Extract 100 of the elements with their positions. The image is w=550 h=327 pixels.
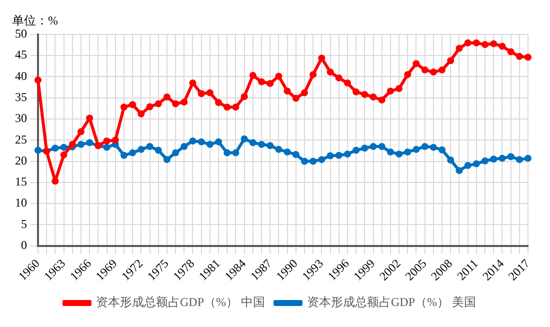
y-tick-label: 40 <box>15 68 27 83</box>
point <box>180 98 188 106</box>
point <box>344 150 351 158</box>
point <box>34 146 42 154</box>
point <box>516 52 523 60</box>
y-axis-title: 单位：% <box>12 13 58 28</box>
point <box>490 156 498 163</box>
point <box>378 96 386 104</box>
point <box>318 156 326 164</box>
point <box>240 93 248 100</box>
point <box>180 142 188 150</box>
point <box>300 158 308 165</box>
point <box>352 88 360 96</box>
point <box>472 160 480 168</box>
point <box>129 149 136 156</box>
point <box>300 89 308 96</box>
y-tick-label: 5 <box>21 216 27 231</box>
point <box>310 71 317 78</box>
point <box>464 39 472 46</box>
point <box>464 162 472 169</box>
point <box>146 103 154 110</box>
point <box>249 72 256 79</box>
y-tick-label: 35 <box>15 90 27 104</box>
point <box>404 71 412 78</box>
point <box>120 104 128 111</box>
point <box>370 93 377 100</box>
point <box>292 151 300 158</box>
point <box>266 80 274 87</box>
point <box>34 76 42 84</box>
point <box>232 149 240 156</box>
point <box>438 66 446 74</box>
point <box>154 146 162 154</box>
point <box>215 138 222 146</box>
point <box>240 135 248 142</box>
point <box>189 137 196 144</box>
point <box>52 144 59 152</box>
point <box>215 98 222 106</box>
point <box>224 149 231 156</box>
point <box>60 151 68 158</box>
point <box>172 100 180 108</box>
point <box>232 104 240 111</box>
point <box>447 156 454 164</box>
point <box>396 85 403 92</box>
point <box>206 89 214 96</box>
point <box>386 88 394 95</box>
point <box>456 44 463 52</box>
point <box>310 158 317 165</box>
y-tick-label: 45 <box>15 48 27 62</box>
point <box>482 157 489 164</box>
point <box>86 139 94 146</box>
point <box>258 78 266 86</box>
point <box>498 154 506 162</box>
point <box>430 144 437 151</box>
point <box>163 156 170 164</box>
legend-label: 资本形成总额占GDP（%） 美国 <box>307 295 476 310</box>
point <box>77 128 84 136</box>
y-tick-label: 50 <box>15 26 27 41</box>
point <box>438 146 446 154</box>
point <box>412 146 420 153</box>
point <box>524 54 532 61</box>
point <box>103 137 110 144</box>
point <box>292 94 300 102</box>
point <box>198 90 205 98</box>
point <box>498 42 506 50</box>
point <box>430 68 437 76</box>
point <box>129 101 136 108</box>
y-tick-label: 20 <box>15 153 27 168</box>
point <box>68 140 76 148</box>
point <box>335 74 342 82</box>
point <box>326 152 334 160</box>
point <box>284 88 291 95</box>
point <box>344 80 351 87</box>
point <box>482 41 489 48</box>
legend-label: 资本形成总额占GDP（%） 中国 <box>96 295 266 310</box>
point <box>154 100 162 108</box>
point <box>172 149 180 156</box>
point <box>456 167 463 174</box>
point <box>112 136 119 144</box>
point <box>490 40 498 48</box>
point <box>103 144 110 151</box>
point <box>318 54 326 62</box>
point <box>396 150 403 158</box>
point <box>370 142 377 150</box>
point <box>507 48 514 56</box>
point <box>206 140 214 148</box>
point <box>77 140 84 148</box>
point <box>361 144 368 152</box>
point <box>352 146 360 154</box>
point <box>120 152 128 159</box>
point <box>138 146 145 153</box>
point <box>258 140 266 148</box>
point <box>189 80 196 87</box>
point <box>266 142 274 150</box>
point <box>507 153 514 160</box>
point <box>138 110 145 118</box>
point <box>378 142 386 150</box>
y-tick-label: 0 <box>21 238 27 252</box>
point <box>284 148 291 156</box>
point <box>386 148 394 156</box>
point <box>275 72 282 80</box>
